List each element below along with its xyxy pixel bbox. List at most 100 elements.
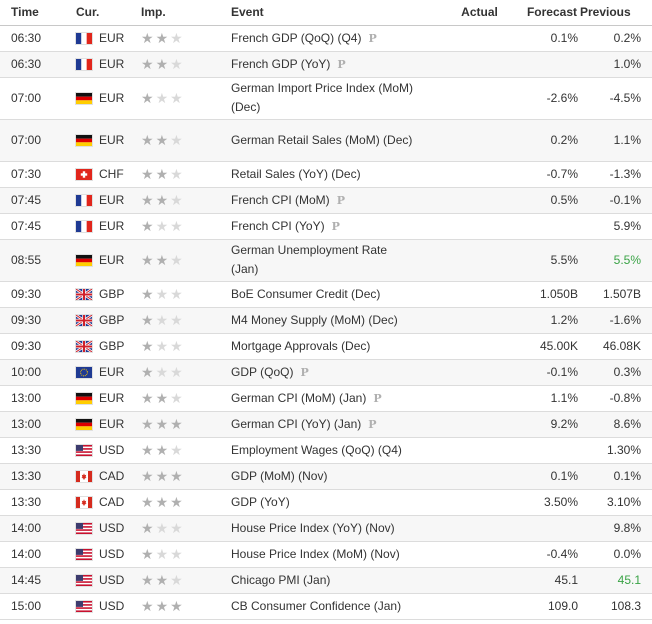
event-name[interactable]: French GDP (QoQ) (Q4) — [231, 30, 362, 45]
currency-code: EUR — [99, 219, 125, 233]
usa-flag-icon — [76, 574, 92, 586]
importance-star-icon: ★ — [170, 285, 183, 302]
event-row[interactable]: 10:00 EUR ★ ★ ★ GDP (QoQ) P -0.1% 0.3% — [0, 359, 652, 386]
header-importance[interactable]: Imp. — [136, 0, 227, 26]
event-name[interactable]: German CPI (YoY) (Jan) — [231, 416, 362, 431]
importance-star-icon: ★ — [170, 55, 183, 72]
event-row[interactable]: 13:30 USD ★ ★ ★ Employment Wages (QoQ) (Q4) 1.… — [0, 437, 652, 464]
importance-star-icon: ★ — [170, 571, 183, 588]
importance-star-icon: ★ — [170, 217, 183, 234]
event-row[interactable]: 07:00 EUR ★ ★ ★ German Import Price Index (Mo… — [0, 77, 652, 120]
event-row[interactable]: 13:00 EUR ★ ★ ★ German CPI (MoM) (Jan) P 1.1% -0… — [0, 385, 652, 412]
importance-star-icon: ★ — [155, 311, 169, 328]
importance-star-icon: ★ — [141, 597, 154, 614]
event-previous: 5.9% — [580, 213, 652, 240]
event-row[interactable]: 13:00 EUR ★ ★ ★ German CPI (YoY) (Jan) P 9.2% 8.… — [0, 411, 652, 438]
event-row[interactable]: 13:30 CAD ★ ★ ★ GDP (MoM) (Nov) 0.1% 0.1% — [0, 463, 652, 490]
importance-star-icon: ★ — [155, 55, 169, 72]
event-previous: -0.1% — [580, 187, 652, 214]
event-row[interactable]: 14:00 USD ★ ★ ★ House Price Index (MoM) (Nov)… — [0, 541, 652, 568]
event-row[interactable]: 07:00 EUR ★ ★ ★ German Retail Sales (MoM) (De… — [0, 119, 652, 162]
importance-rating: ★ ★ ★ — [141, 495, 183, 509]
event-row[interactable]: 09:30 GBP ★ ★ ★ BoE Consumer Credit (Dec) 1.05… — [0, 281, 652, 308]
event-actual — [417, 25, 500, 52]
importance-rating: ★ ★ ★ — [141, 219, 183, 233]
importance-star-icon: ★ — [141, 311, 154, 328]
event-time: 14:00 — [0, 515, 72, 542]
currency-code: EUR — [99, 417, 125, 431]
event-row[interactable]: 09:30 GBP ★ ★ ★ Mortgage Approvals (Dec) 45.00… — [0, 333, 652, 360]
event-name[interactable]: Employment Wages (QoQ) (Q4) — [231, 442, 402, 457]
event-name[interactable]: House Price Index (MoM) (Nov) — [231, 546, 400, 561]
event-row[interactable]: 14:00 USD ★ ★ ★ House Price Index (YoY) (Nov)… — [0, 515, 652, 542]
event-name[interactable]: German CPI (MoM) (Jan) — [231, 390, 367, 405]
event-row[interactable]: 07:30 CHF ★ ★ ★ Retail Sales (YoY) (Dec) -0.7%… — [0, 161, 652, 188]
event-name[interactable]: French GDP (YoY) — [231, 56, 331, 71]
importance-rating: ★ ★ ★ — [141, 417, 183, 431]
importance-rating: ★ ★ ★ — [141, 469, 183, 483]
event-time: 07:45 — [0, 213, 72, 240]
importance-star-icon: ★ — [155, 493, 169, 510]
header-actual[interactable]: Actual — [417, 0, 500, 26]
event-previous: 3.10% — [580, 489, 652, 516]
importance-rating: ★ ★ ★ — [141, 91, 183, 105]
event-time: 13:00 — [0, 411, 72, 438]
currency-code: EUR — [99, 133, 125, 147]
event-name[interactable]: French CPI (YoY) — [231, 218, 325, 233]
event-actual — [417, 307, 500, 334]
usa-flag-icon — [76, 444, 92, 456]
currency-code: CHF — [99, 167, 124, 181]
currency-code: USD — [99, 521, 125, 535]
importance-star-icon: ★ — [141, 493, 154, 510]
importance-rating: ★ ★ ★ — [141, 521, 183, 535]
event-row[interactable]: 09:30 GBP ★ ★ ★ M4 Money Supply (MoM) (Dec) 1.… — [0, 307, 652, 334]
event-name[interactable]: GDP (MoM) (Nov) — [231, 468, 328, 483]
importance-star-icon: ★ — [155, 131, 169, 148]
event-name[interactable]: GDP (QoQ) — [231, 364, 294, 379]
header-forecast[interactable]: Forecast — [500, 0, 580, 26]
header-previous[interactable]: Previous — [580, 0, 652, 26]
event-name[interactable]: German Retail Sales (MoM) (Dec) — [231, 132, 413, 147]
importance-rating: ★ ★ ★ — [141, 57, 183, 71]
header-currency[interactable]: Cur. — [72, 0, 136, 26]
preliminary-release-icon: P — [373, 391, 382, 405]
event-name[interactable]: M4 Money Supply (MoM) (Dec) — [231, 312, 398, 327]
event-name[interactable]: CB Consumer Confidence (Jan) — [231, 598, 402, 613]
event-name[interactable]: French CPI (MoM) — [231, 192, 330, 207]
germany-flag-icon — [76, 92, 92, 104]
event-row[interactable]: 15:00 USD ★ ★ ★ CB Consumer Confidence (Jan) 1… — [0, 593, 652, 620]
event-name[interactable]: BoE Consumer Credit (Dec) — [231, 286, 381, 301]
event-name[interactable]: GDP (YoY) — [231, 494, 290, 509]
event-name[interactable]: Retail Sales (YoY) (Dec) — [231, 166, 361, 181]
event-time: 09:30 — [0, 281, 72, 308]
event-name[interactable]: German Unemployment Rate (Jan) — [231, 243, 388, 276]
event-name[interactable]: Chicago PMI (Jan) — [231, 572, 331, 587]
event-row[interactable]: 14:45 USD ★ ★ ★ Chicago PMI (Jan) 45.1 45.1 — [0, 567, 652, 594]
importance-star-icon: ★ — [155, 89, 169, 106]
event-previous: 8.6% — [580, 411, 652, 438]
event-row[interactable]: 08:55 EUR ★ ★ ★ German Unemployment Rate (Jan… — [0, 239, 652, 282]
importance-star-icon: ★ — [170, 597, 183, 614]
event-row[interactable]: 06:30 EUR ★ ★ ★ French GDP (QoQ) (Q4) P 0.1% 0.2… — [0, 25, 652, 52]
importance-rating: ★ ★ ★ — [141, 391, 183, 405]
event-row[interactable]: 06:30 EUR ★ ★ ★ French GDP (YoY) P 1.0% — [0, 51, 652, 78]
uk-flag-icon — [76, 288, 92, 300]
importance-star-icon: ★ — [170, 389, 183, 406]
event-row[interactable]: 07:45 EUR ★ ★ ★ French CPI (YoY) P 5.9% — [0, 213, 652, 240]
importance-star-icon: ★ — [155, 363, 169, 380]
event-name[interactable]: House Price Index (YoY) (Nov) — [231, 520, 395, 535]
event-actual — [417, 161, 500, 188]
event-name[interactable]: Mortgage Approvals (Dec) — [231, 338, 371, 353]
currency-code: CAD — [99, 469, 125, 483]
event-row[interactable]: 07:45 EUR ★ ★ ★ French CPI (MoM) P 0.5% -0.1% — [0, 187, 652, 214]
event-name[interactable]: German Import Price Index (MoM) (Dec) — [231, 81, 414, 114]
event-actual — [417, 411, 500, 438]
event-row[interactable]: 13:30 CAD ★ ★ ★ GDP (YoY) 3.50% 3.10% — [0, 489, 652, 516]
header-time[interactable]: Time — [0, 0, 72, 26]
header-event[interactable]: Event — [227, 0, 417, 26]
event-previous: -1.6% — [580, 307, 652, 334]
event-time: 09:30 — [0, 333, 72, 360]
event-previous: 1.507B — [580, 281, 652, 308]
importance-star-icon: ★ — [141, 441, 154, 458]
